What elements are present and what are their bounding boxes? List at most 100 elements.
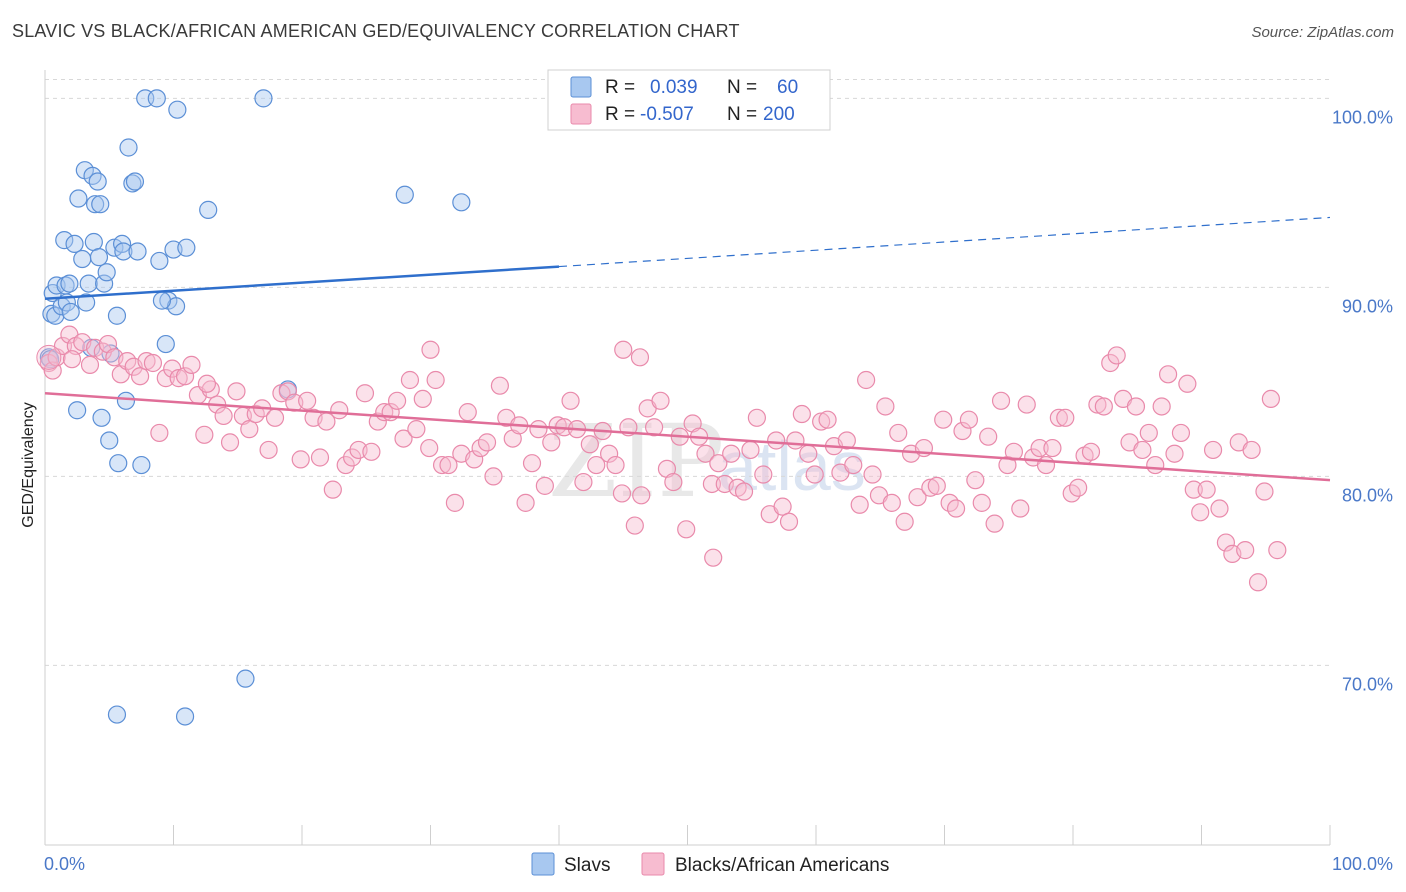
- blacks-point: [47, 348, 66, 367]
- blacks-point: [792, 404, 811, 424]
- bottom-legend-label-slavs: Slavs: [564, 855, 610, 876]
- legend-swatch-slavs: [570, 76, 592, 98]
- slavs-point: [86, 195, 105, 214]
- slavs-point: [55, 231, 74, 250]
- blacks-point: [407, 420, 426, 439]
- blacks-point: [614, 340, 633, 359]
- slavs-point: [116, 391, 136, 410]
- slavs-point: [97, 263, 116, 282]
- slavs-point: [69, 189, 88, 208]
- blacks-trend-line: [44, 391, 1331, 482]
- blacks-point: [195, 425, 214, 444]
- blacks-point: [889, 423, 908, 443]
- y-tick-label: 80.0%: [1342, 485, 1393, 505]
- blacks-point: [400, 370, 420, 390]
- blacks-point: [197, 374, 217, 393]
- blacks-point: [529, 420, 548, 439]
- blacks-point: [143, 353, 163, 373]
- blacks-point: [1088, 395, 1107, 414]
- slavs-point: [254, 89, 273, 108]
- blacks-point: [330, 401, 349, 420]
- slavs-point: [91, 195, 110, 214]
- slavs-point: [128, 242, 147, 261]
- slavs-point: [150, 251, 169, 271]
- slavs-point: [168, 100, 187, 119]
- y-tick-label: 90.0%: [1342, 296, 1393, 316]
- legend-r-label-blacks: R =: [605, 104, 635, 125]
- blacks-point: [921, 478, 940, 497]
- blacks-point: [1203, 440, 1223, 460]
- blacks-point: [991, 391, 1011, 410]
- blacks-point: [747, 408, 766, 427]
- y-tick-label: 70.0%: [1342, 674, 1393, 694]
- blacks-point: [882, 493, 901, 512]
- blacks-point: [946, 499, 966, 518]
- blacks-point: [876, 397, 895, 416]
- blacks-point: [625, 516, 644, 535]
- blacks-point: [612, 484, 632, 503]
- blacks-point: [484, 467, 503, 486]
- blacks-point: [1030, 438, 1049, 458]
- x-tick-label: 0.0%: [44, 854, 85, 874]
- slavs-trend-line: [44, 265, 560, 300]
- blacks-point: [62, 350, 82, 369]
- blacks-point: [934, 410, 953, 429]
- blacks-point: [561, 391, 580, 410]
- blacks-point: [677, 520, 696, 539]
- legend-n-label-slavs: N =: [727, 77, 757, 98]
- blacks-point: [985, 514, 1004, 533]
- blacks-point: [722, 444, 741, 463]
- blacks-point: [818, 410, 837, 429]
- slavs-point: [95, 274, 114, 293]
- blacks-point: [439, 455, 458, 475]
- blacks-point: [767, 431, 786, 450]
- blacks-point: [1094, 397, 1113, 416]
- blacks-point: [548, 416, 567, 435]
- blacks-point: [1011, 499, 1030, 518]
- blacks-point: [355, 384, 375, 403]
- blacks-point: [1133, 440, 1152, 460]
- blacks-point: [979, 427, 998, 446]
- blacks-point: [1268, 541, 1287, 560]
- blacks-point: [343, 448, 362, 467]
- slavs-point: [199, 200, 218, 219]
- legend-r-value-blacks: -0.507: [640, 104, 694, 125]
- blacks-point: [1171, 423, 1191, 443]
- blacks-point: [1126, 397, 1146, 416]
- blacks-point: [368, 412, 387, 431]
- blacks-point: [600, 444, 619, 463]
- slavs-point: [114, 242, 133, 261]
- chart-title: SLAVIC VS BLACK/AFRICAN AMERICAN GED/EQU…: [12, 21, 740, 41]
- blacks-point: [240, 420, 259, 439]
- blacks-point: [1178, 374, 1197, 393]
- blacks-point: [387, 391, 407, 410]
- slavs-point: [112, 234, 132, 254]
- blacks-point: [1081, 442, 1101, 461]
- blacks-point: [927, 476, 946, 495]
- blacks-point: [1139, 423, 1158, 443]
- slavs-point: [395, 185, 414, 204]
- blacks-point: [182, 355, 201, 374]
- blacks-point: [421, 340, 440, 359]
- blacks-point: [1158, 365, 1178, 384]
- blacks-point: [80, 355, 100, 374]
- slavs-point: [77, 293, 96, 312]
- blacks-point: [394, 429, 413, 448]
- blacks-point: [895, 512, 914, 531]
- blacks-point: [220, 433, 240, 452]
- blacks-point: [799, 444, 818, 463]
- blacks-point: [1152, 397, 1171, 416]
- blacks-point: [1184, 480, 1203, 499]
- blacks-point: [336, 455, 355, 475]
- blacks-point: [1146, 455, 1165, 475]
- blacks-point: [413, 389, 432, 409]
- slavs-point: [68, 401, 87, 420]
- slavs-point: [92, 408, 111, 427]
- y-axis-title: GED/Equivalency: [20, 402, 37, 527]
- blacks-point: [1069, 478, 1088, 497]
- blacks-point: [175, 367, 195, 386]
- blacks-point: [734, 482, 754, 501]
- slavs-point: [123, 174, 142, 193]
- x-tick-label: 100.0%: [1332, 854, 1393, 874]
